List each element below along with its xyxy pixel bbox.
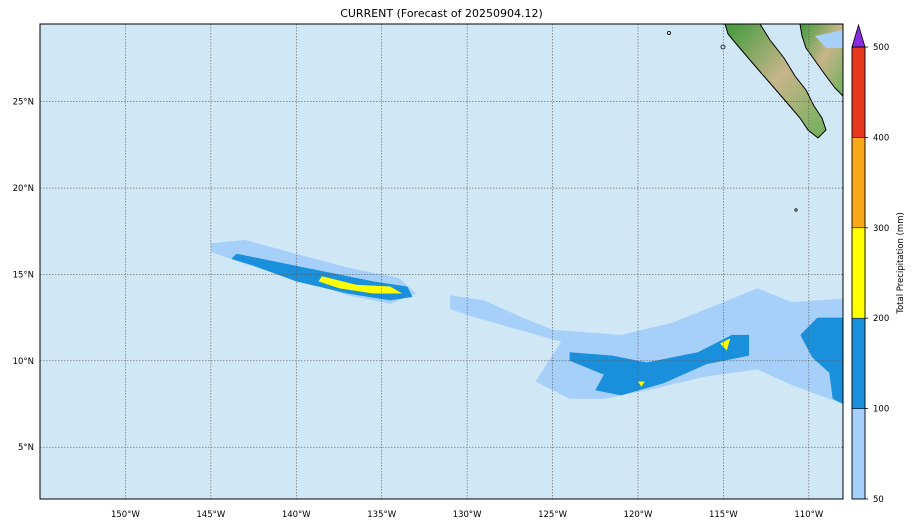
colorbar-tick-label: 300	[873, 224, 889, 234]
lon-tick-label: 120°W	[624, 510, 653, 520]
lon-tick-label: 150°W	[111, 510, 140, 520]
colorbar-frame	[851, 46, 866, 500]
longitude-axis: 150°W 145°W 140°W 135°W 130°W 125°W 120°W 115°W…	[111, 510, 824, 520]
gulf-water	[815, 30, 843, 48]
colorbar-extend-arrow	[851, 23, 866, 48]
island-marker	[794, 208, 798, 212]
lat-tick-label: 5°N	[18, 443, 34, 453]
lon-tick-label: 110°W	[794, 510, 823, 520]
land-layer	[667, 24, 843, 212]
gridlines	[40, 24, 843, 499]
colorbar-tick-label: 200	[873, 314, 889, 324]
island-marker	[720, 44, 726, 50]
colorbar-tick-label: 500	[873, 43, 889, 53]
precip-region-4	[450, 288, 843, 404]
colorbar-swatch	[851, 227, 866, 319]
colorbar-tick-label: 100	[873, 405, 889, 415]
lat-tick-label: 25°N	[13, 98, 34, 108]
colorbar-swatch	[851, 408, 866, 500]
baja-california-land	[724, 24, 827, 139]
precip-region-6	[800, 317, 843, 404]
colorbar-swatch	[851, 46, 866, 138]
lat-tick-label: 10°N	[13, 357, 34, 367]
colorbar-tick-label: 400	[873, 133, 889, 143]
colorbar-swatch	[851, 137, 866, 229]
precip-region-5	[569, 334, 749, 396]
lon-tick-label: 135°W	[367, 510, 396, 520]
precip-region-7	[720, 338, 731, 351]
precip-region-3	[318, 276, 403, 294]
map-frame	[39, 23, 844, 500]
precipitation-layer	[210, 239, 843, 404]
colorbar-label: Total Precipitation (mm)	[896, 212, 906, 315]
lon-tick-label: 130°W	[453, 510, 482, 520]
map-ocean	[40, 24, 843, 499]
lon-tick-label: 140°W	[282, 510, 311, 520]
latitude-axis: 5°N 10°N 15°N 20°N 25°N	[13, 98, 34, 453]
colorbar-tick-label: 50	[873, 495, 884, 505]
lon-tick-label: 125°W	[538, 510, 567, 520]
island-marker	[667, 30, 672, 35]
map-title: CURRENT (Forecast of 20250904.12)	[340, 7, 543, 20]
colorbar-swatch	[851, 317, 866, 409]
precip-region-8	[638, 381, 645, 387]
lat-tick-label: 20°N	[13, 184, 34, 194]
colorbar: 50 100 200 300 400 500 Total Precipitation (m…	[851, 23, 906, 505]
lon-tick-label: 145°W	[196, 510, 225, 520]
lon-tick-label: 115°W	[709, 510, 738, 520]
lat-tick-label: 15°N	[13, 270, 34, 280]
